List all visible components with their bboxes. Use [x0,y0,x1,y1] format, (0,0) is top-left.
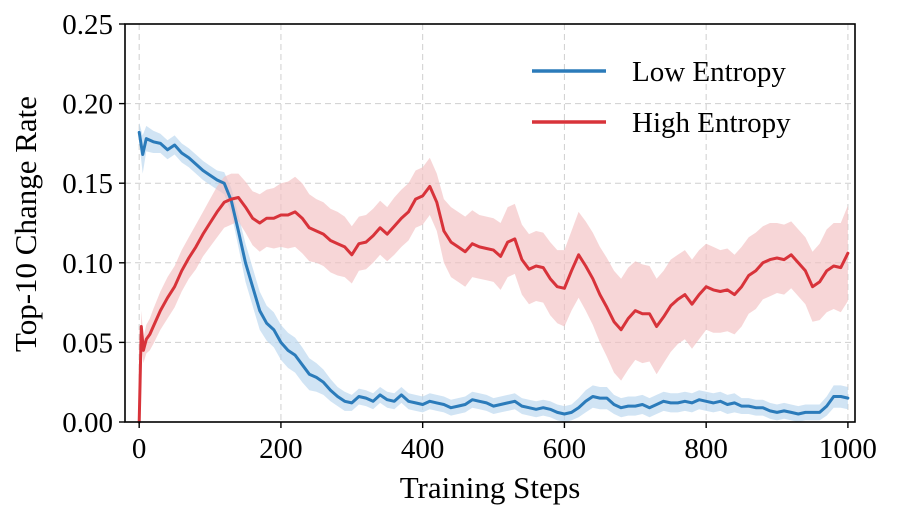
y-tick-label: 0.15 [62,168,113,200]
line-high-entropy [137,184,850,424]
x-tick-label: 0 [132,433,147,465]
y-axis-ticks: 0.00 0.05 0.10 0.15 0.20 0.25 [62,9,125,439]
legend: Low Entropy High Entropy [532,56,791,139]
y-tick-label: 0.25 [62,9,113,41]
x-axis-ticks: 0 200 400 600 800 1000 [132,422,877,465]
y-tick-label: 0.10 [62,248,113,280]
confidence-bands [139,122,848,422]
plot-frame [124,23,856,423]
x-tick-label: 600 [543,433,587,465]
band-high-entropy [139,157,848,422]
legend-label-high-entropy: High Entropy [632,107,791,139]
series-lines [137,130,850,424]
x-tick-label: 200 [259,433,303,465]
y-tick-label: 0.00 [62,407,113,439]
x-axis-label: Training Steps [400,470,581,505]
x-tick-label: 400 [401,433,445,465]
x-tick-label: 800 [684,433,728,465]
line-low-entropy [137,130,850,416]
y-axis-label: Top-10 Change Rate [8,96,43,352]
y-tick-label: 0.20 [62,89,113,121]
y-tick-label: 0.05 [62,327,113,359]
legend-label-low-entropy: Low Entropy [632,56,786,88]
x-tick-label: 1000 [819,433,877,465]
